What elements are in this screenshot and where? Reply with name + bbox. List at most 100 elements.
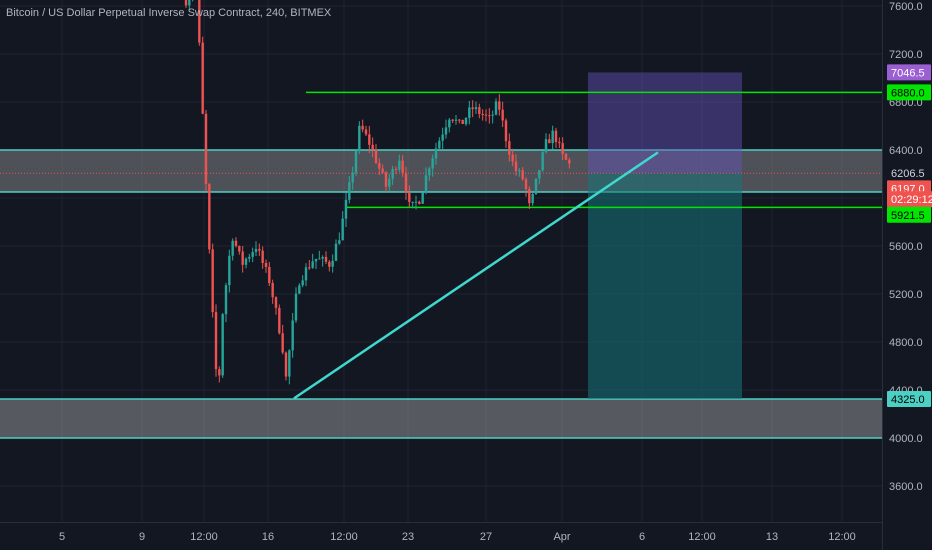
x-tick-label: 5	[59, 531, 65, 543]
candle-body	[408, 192, 411, 202]
candle-body	[544, 139, 548, 153]
candle-body	[444, 127, 448, 135]
candle-body	[261, 250, 264, 263]
candle-body	[464, 117, 468, 125]
candle-body	[301, 280, 304, 286]
candle-body	[514, 161, 518, 172]
candle-body	[561, 143, 564, 154]
candle-body	[511, 154, 514, 162]
x-tick-label: 6	[639, 531, 645, 543]
candle-body	[351, 172, 354, 183]
candle-body	[528, 189, 531, 204]
candle-body	[364, 129, 368, 135]
candle-body	[304, 267, 308, 281]
price-label-text: 5921.5	[891, 210, 925, 222]
candle-body	[321, 256, 324, 259]
y-tick-label: 5200.0	[889, 289, 923, 301]
candle-body	[268, 266, 271, 283]
candle-body	[324, 256, 328, 262]
price-label-box	[887, 391, 931, 407]
candle-body	[371, 144, 374, 150]
candle-body	[214, 312, 218, 370]
candle-body	[251, 252, 254, 257]
candle-body	[334, 243, 338, 261]
grid	[0, 0, 882, 522]
candle-body	[264, 262, 268, 267]
trendline-group[interactable]	[293, 151, 659, 400]
zone-fill	[0, 150, 882, 192]
position-tool[interactable]	[588, 72, 742, 399]
candle-body	[554, 130, 558, 143]
price-label-text: 6206.5	[891, 168, 925, 180]
price-label-text: 7046.5	[891, 67, 925, 79]
candle-body	[288, 350, 291, 377]
y-tick-label: 4000.0	[889, 433, 923, 445]
candle-body	[368, 134, 371, 145]
candle-body	[211, 249, 214, 313]
candle-body	[494, 101, 498, 115]
candle-body	[508, 141, 511, 155]
candle-body	[188, 0, 191, 6]
candle-body	[441, 134, 444, 141]
candle-body	[344, 199, 348, 219]
price-labels: 7046.56880.06206.56197.002:29:125921.543…	[887, 64, 932, 407]
candle-body	[388, 178, 391, 187]
candle-body	[484, 114, 488, 116]
candle-body	[468, 107, 471, 118]
candle-body	[244, 258, 248, 265]
candle-body	[504, 120, 508, 142]
candle-body	[348, 182, 351, 200]
candle-body	[478, 107, 481, 115]
candle-body	[471, 107, 474, 110]
candle-body	[404, 173, 408, 193]
price-label-box	[887, 165, 931, 182]
candle-body	[531, 193, 534, 204]
candlesticks	[184, 0, 571, 385]
price-label-box	[887, 84, 931, 101]
candle-body	[271, 282, 274, 298]
candle-body	[524, 179, 528, 190]
candle-body	[568, 159, 571, 164]
candle-body	[354, 151, 358, 173]
candle-body	[198, 0, 201, 43]
candle-body	[474, 107, 478, 110]
candle-body	[394, 168, 398, 170]
candle-body	[384, 172, 388, 187]
x-tick-label: 27	[480, 531, 492, 543]
risk-zone[interactable]	[588, 72, 742, 174]
candle-body	[564, 153, 568, 160]
candle-body	[551, 130, 554, 144]
candle-body	[314, 258, 318, 262]
candle-body	[498, 101, 501, 110]
price-label-text: 6880.0	[891, 87, 925, 99]
candle-body	[238, 245, 241, 252]
x-tick-label: 12:00	[828, 531, 856, 543]
candle-body	[481, 114, 484, 116]
candle-body	[538, 170, 541, 179]
candle-body	[294, 293, 298, 321]
x-tick-label: 12:00	[190, 531, 218, 543]
candle-body	[378, 162, 381, 169]
y-tick-label: 4800.0	[889, 337, 923, 349]
candle-body	[258, 248, 261, 251]
x-tick-label: 16	[262, 531, 274, 543]
candle-body	[341, 218, 344, 241]
candle-body	[284, 352, 288, 377]
candle-body	[221, 314, 224, 376]
chart-title: Bitcoin / US Dollar Perpetual Inverse Sw…	[6, 7, 332, 19]
x-tick-label: 9	[139, 531, 145, 543]
candle-body	[438, 140, 441, 149]
candle-body	[358, 125, 361, 152]
candle-body	[448, 119, 451, 128]
candle-body	[521, 170, 524, 180]
candle-body	[234, 240, 238, 246]
candle-body	[278, 307, 281, 334]
reward-zone[interactable]	[588, 173, 742, 399]
candle-body	[228, 255, 231, 286]
candle-body	[374, 149, 378, 163]
trendline[interactable]	[293, 151, 659, 400]
candle-body	[231, 240, 234, 256]
time-axis[interactable]: 5 9 12:00 16 12:00 23 27 Apr 6 12:00 13 12:00	[59, 531, 856, 543]
